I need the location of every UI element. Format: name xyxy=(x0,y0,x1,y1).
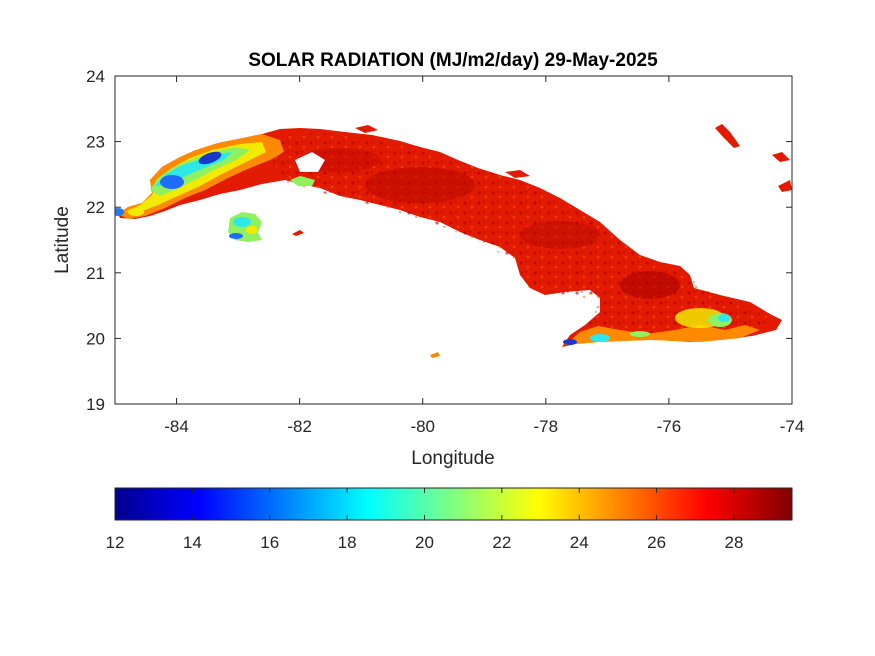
tick-layer: -84 -82 -80 -78 -76 -74 19 20 21 22 23 24 xyxy=(86,67,804,436)
x-tick-label: -80 xyxy=(410,417,435,436)
colorbar-tick-label: 26 xyxy=(647,533,666,552)
x-axis-label: Longitude xyxy=(411,448,494,469)
y-tick-label: 23 xyxy=(86,133,105,152)
y-tick-label: 22 xyxy=(86,198,105,217)
colorbar-tick-label: 18 xyxy=(338,533,357,552)
x-tick-label: -74 xyxy=(780,417,805,436)
x-tick-label: -84 xyxy=(164,417,189,436)
colorbar xyxy=(114,487,793,521)
chart-title: SOLAR RADIATION (MJ/m2/day) 29-May-2025 xyxy=(248,50,658,71)
colorbar-tick-label: 28 xyxy=(725,533,744,552)
x-tick-label: -76 xyxy=(657,417,682,436)
colorbar-tick-layer: 12 14 16 18 20 22 24 26 28 xyxy=(106,488,744,552)
x-tick-label: -78 xyxy=(534,417,559,436)
y-axis-label: Latitude xyxy=(52,206,73,274)
colorbar-tick-label: 14 xyxy=(183,533,202,552)
y-tick-label: 20 xyxy=(86,329,105,348)
map-layer xyxy=(115,124,792,358)
colorbar-tick-label: 22 xyxy=(492,533,511,552)
y-tick-label: 19 xyxy=(86,395,105,414)
colorbar-tick-label: 24 xyxy=(570,533,589,552)
colorbar-tick-label: 12 xyxy=(106,533,125,552)
colorbar-tick-label: 16 xyxy=(260,533,279,552)
axes-box xyxy=(114,75,793,405)
x-tick-label: -82 xyxy=(287,417,312,436)
y-tick-label: 24 xyxy=(86,67,105,86)
colorbar-tick-label: 20 xyxy=(415,533,434,552)
y-tick-label: 21 xyxy=(86,264,105,283)
